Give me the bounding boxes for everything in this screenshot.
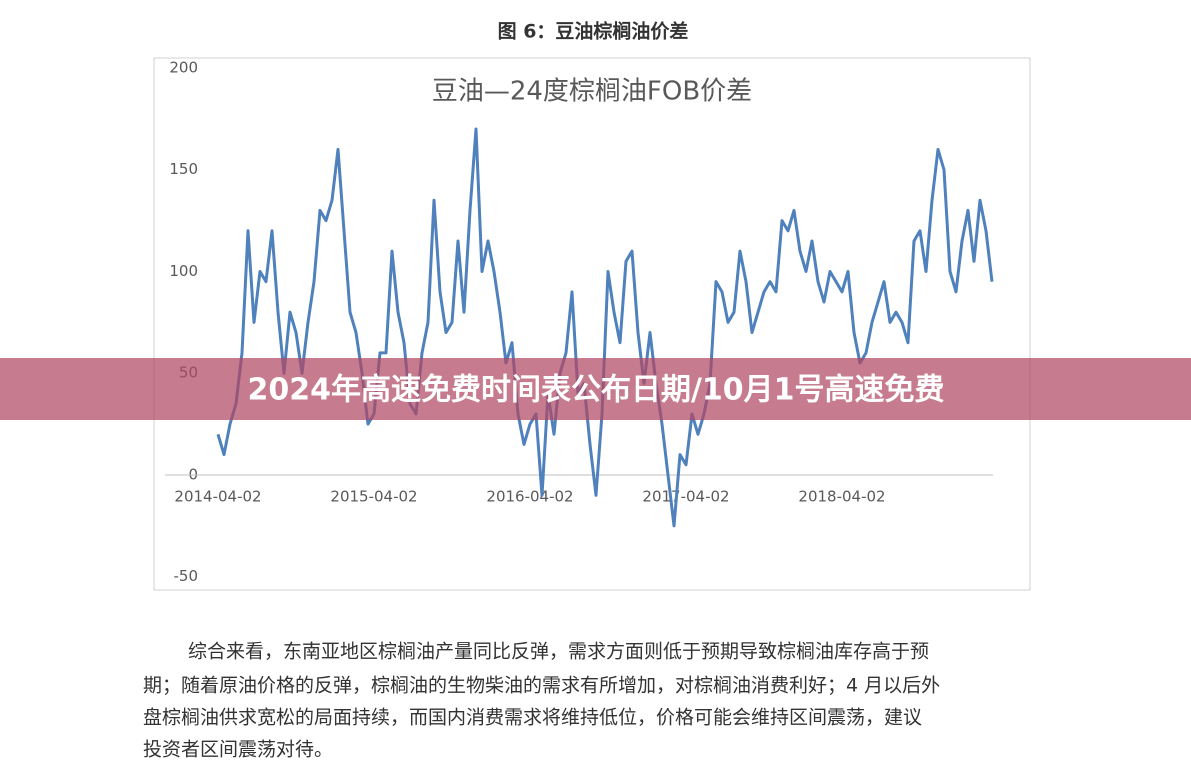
- y-tick-label: -50: [174, 567, 199, 585]
- x-tick-label: 2014-04-02: [174, 487, 261, 505]
- x-tick-label: 2016-04-02: [486, 487, 573, 505]
- chart-frame: [153, 57, 1031, 591]
- banner-title[interactable]: 2024年高速免费时间表公布日期/10月1号高速免费: [247, 373, 944, 408]
- paragraph-line: 综合来看，东南亚地区棕榈油产量同比反弹，需求方面则低于预期导致棕榈油库存高于预: [188, 641, 929, 663]
- plot: -500501001502002014-04-022015-04-022016-…: [165, 59, 994, 585]
- paragraph-line: 投资者区间震荡对待。: [143, 739, 333, 761]
- figure-caption: 图 6：豆油棕榈油价差: [498, 20, 689, 43]
- x-tick-label: 2015-04-02: [330, 487, 417, 505]
- x-tick-label: 2017-04-02: [642, 487, 729, 505]
- y-tick-label: 200: [169, 59, 198, 77]
- chart-title: 豆油—24度棕榈油FOB价差: [432, 77, 752, 107]
- paragraph-line: 期；随着原油价格的反弹，棕榈油的生物柴油的需求有所增加，对棕榈油消费利好；4 月…: [143, 675, 940, 697]
- y-tick-label: 150: [169, 160, 198, 178]
- paragraph-line: 盘棕榈油供求宽松的局面持续，而国内消费需求将维持低位，价格可能会维持区间震荡，建…: [143, 707, 922, 729]
- x-tick-label: 2018-04-02: [798, 487, 885, 505]
- y-tick-label: 100: [169, 262, 198, 280]
- data-line: [216, 127, 994, 528]
- banner-bg[interactable]: [0, 358, 1191, 420]
